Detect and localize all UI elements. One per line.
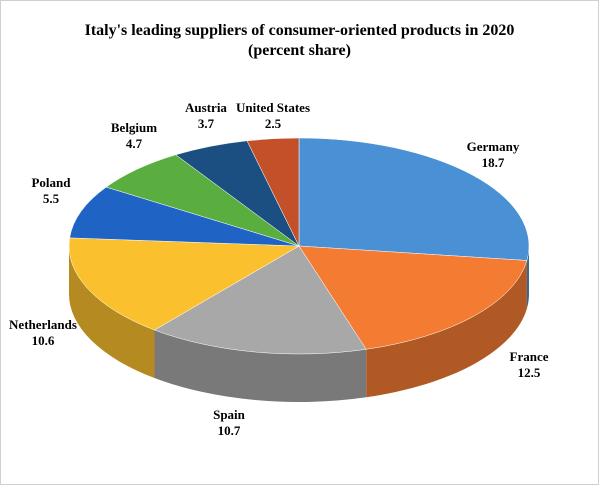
slice-label-value: 18.7 (482, 155, 505, 170)
slice (153, 245, 367, 355)
slice-label-value: 10.6 (32, 333, 55, 348)
slice (298, 137, 530, 261)
slice-label-name: Spain (213, 407, 246, 422)
slice-label-value: 12.5 (518, 365, 541, 380)
slice-side (154, 330, 367, 402)
slice-label-name: Germany (467, 139, 520, 154)
slice-label-value: 10.7 (218, 423, 241, 438)
slice (68, 237, 300, 331)
slice (69, 186, 300, 247)
slice-label-value: 5.5 (43, 191, 60, 206)
slice-label-name: France (510, 349, 549, 364)
slice-label-name: Poland (31, 175, 71, 190)
slice-label-value: 3.7 (198, 116, 215, 131)
slice-label-name: Austria (185, 100, 227, 115)
slice-label-value: 4.7 (126, 136, 143, 151)
slice (298, 245, 528, 350)
slice-label-name: United States (236, 100, 310, 115)
slice-label-name: Netherlands (9, 317, 77, 332)
chart-title: Italy's leading suppliers of consumer-or… (84, 22, 515, 59)
slice (246, 137, 300, 247)
slice-side (526, 246, 529, 309)
slice-side (69, 246, 155, 379)
slice-label-value: 2.5 (265, 116, 282, 131)
slice-label-name: Belgium (111, 120, 157, 135)
